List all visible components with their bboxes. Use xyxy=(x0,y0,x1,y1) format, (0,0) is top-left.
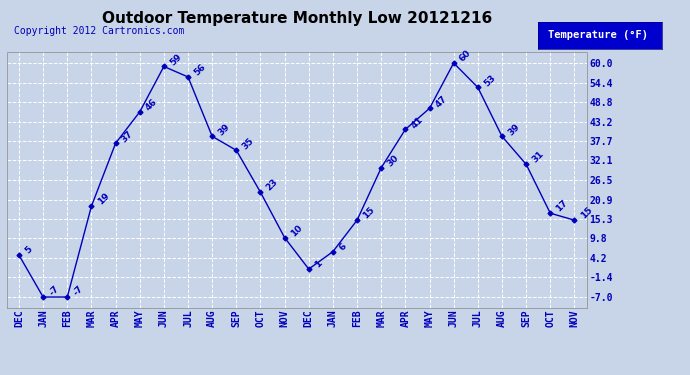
Text: 6: 6 xyxy=(337,242,348,252)
Text: 1: 1 xyxy=(313,259,324,270)
Text: -7: -7 xyxy=(48,284,61,298)
Text: Temperature (°F): Temperature (°F) xyxy=(548,30,648,40)
Text: 39: 39 xyxy=(217,122,232,137)
Text: 39: 39 xyxy=(506,122,522,137)
Text: 41: 41 xyxy=(410,115,425,130)
Text: 46: 46 xyxy=(144,97,159,112)
Text: 31: 31 xyxy=(531,150,546,165)
Text: 23: 23 xyxy=(265,178,280,193)
Text: Copyright 2012 Cartronics.com: Copyright 2012 Cartronics.com xyxy=(14,26,184,36)
Text: 15: 15 xyxy=(362,206,377,221)
Text: 37: 37 xyxy=(120,129,135,144)
Text: 60: 60 xyxy=(458,48,473,64)
Text: 17: 17 xyxy=(555,198,570,214)
Text: 47: 47 xyxy=(434,94,449,109)
Text: 15: 15 xyxy=(579,206,594,221)
Text: -7: -7 xyxy=(72,284,85,298)
Text: 19: 19 xyxy=(96,192,111,207)
Text: 35: 35 xyxy=(241,136,256,151)
Text: 53: 53 xyxy=(482,73,497,88)
Text: Outdoor Temperature Monthly Low 20121216: Outdoor Temperature Monthly Low 20121216 xyxy=(101,11,492,26)
Text: 56: 56 xyxy=(193,62,208,78)
Text: 5: 5 xyxy=(23,245,34,256)
Text: 30: 30 xyxy=(386,153,400,168)
Text: 10: 10 xyxy=(289,223,304,238)
Text: 59: 59 xyxy=(168,52,184,67)
